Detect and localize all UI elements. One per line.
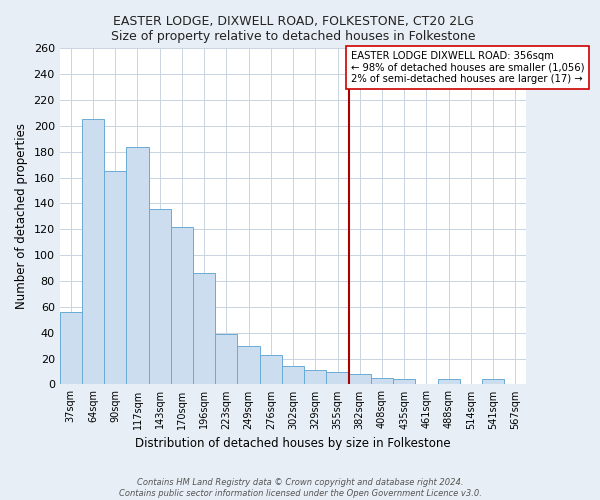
Bar [393,380,415,384]
Bar [371,378,393,384]
Bar [282,366,304,384]
Bar [215,334,238,384]
Bar [171,226,193,384]
Bar [349,374,371,384]
Bar [127,146,149,384]
X-axis label: Distribution of detached houses by size in Folkestone: Distribution of detached houses by size … [135,437,451,450]
Bar [82,120,104,384]
Y-axis label: Number of detached properties: Number of detached properties [15,124,28,310]
Bar [260,354,282,384]
Bar [193,274,215,384]
Bar [104,171,127,384]
Bar [326,372,349,384]
Bar [482,380,504,384]
Bar [238,346,260,385]
Bar [304,370,326,384]
Title: EASTER LODGE, DIXWELL ROAD, FOLKESTONE, CT20 2LG
Size of property relative to de: EASTER LODGE, DIXWELL ROAD, FOLKESTONE, … [111,15,475,43]
Bar [149,208,171,384]
Bar [437,380,460,384]
Text: EASTER LODGE DIXWELL ROAD: 356sqm
← 98% of detached houses are smaller (1,056)
2: EASTER LODGE DIXWELL ROAD: 356sqm ← 98% … [351,51,584,84]
Bar [59,312,82,384]
Text: Contains HM Land Registry data © Crown copyright and database right 2024.
Contai: Contains HM Land Registry data © Crown c… [119,478,481,498]
